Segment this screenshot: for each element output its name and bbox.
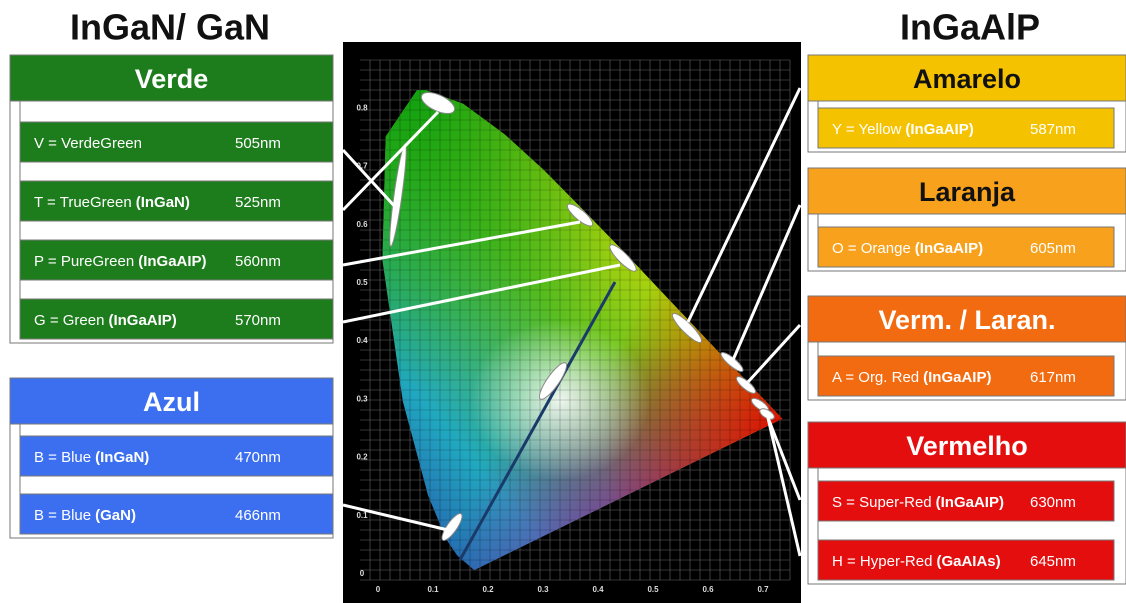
group-title: Amarelo <box>913 64 1021 94</box>
item-label: A = Org. Red <box>832 369 919 386</box>
y-tick-label: 0.7 <box>356 162 368 171</box>
item-box <box>817 107 1115 149</box>
x-tick-label: 0.5 <box>647 585 659 594</box>
item-material: (InGaAIP) <box>936 494 1004 511</box>
group-header <box>9 54 334 102</box>
item-label: S = Super-Red <box>832 494 932 511</box>
item-wavelength: 525nm <box>235 194 281 211</box>
x-tick-label: 0.1 <box>427 585 439 594</box>
item-box <box>817 480 1115 522</box>
item-wavelength: 645nm <box>1030 553 1076 570</box>
y-tick-label: 0.3 <box>356 394 368 403</box>
group-title: Vermelho <box>906 431 1028 461</box>
y-tick-label: 0 <box>360 569 365 578</box>
group-header <box>9 377 334 425</box>
item-label: B = Blue <box>34 507 91 524</box>
item-box <box>19 298 334 340</box>
item-box <box>19 180 334 222</box>
item-material: (InGaAIP) <box>923 369 991 386</box>
item-label: G = Green <box>34 312 104 329</box>
led-ellipse <box>420 91 456 115</box>
item-material: (InGaAIP) <box>138 253 206 270</box>
item-label: V = VerdeGreen <box>34 135 142 152</box>
x-tick-label: 0.6 <box>702 585 714 594</box>
white-point <box>470 320 650 480</box>
item-material: (InGaN) <box>136 194 190 211</box>
right-title: InGaAlP <box>900 7 1040 48</box>
arrow <box>342 503 449 532</box>
item-box <box>817 355 1115 397</box>
led-ellipse <box>538 362 568 400</box>
item-wavelength: 505nm <box>235 135 281 152</box>
y-tick-label: 0.8 <box>356 103 368 112</box>
item-wavelength: 570nm <box>235 312 281 329</box>
y-tick-label: 0.5 <box>356 278 368 287</box>
item-wavelength: 617nm <box>1030 369 1076 386</box>
item-material: (GaAIAs) <box>936 553 1000 570</box>
item-material: (GaN) <box>95 507 136 524</box>
item-label: T = TrueGreen <box>34 194 132 211</box>
group-title: Verm. / Laran. <box>878 305 1055 335</box>
arrow <box>766 417 802 557</box>
y-tick-label: 0.6 <box>356 220 368 229</box>
item-label: Y = Yellow <box>832 121 902 138</box>
led-ellipse <box>441 513 463 541</box>
x-tick-label: 0.3 <box>537 585 549 594</box>
led-ellipse <box>566 203 594 227</box>
item-label: B = Blue <box>34 449 91 466</box>
chromaticity-diagram: 0 0.1 0.2 0.3 0.4 0.5 0.6 0.7 0 0.1 0.2 0.3 0.4 0.5 0.… <box>356 59 791 594</box>
item-material: (InGaAIP) <box>108 312 176 329</box>
item-box <box>817 226 1115 268</box>
arrow <box>686 87 802 323</box>
item-wavelength: 605nm <box>1030 240 1076 257</box>
y-tick-label: 0.4 <box>356 336 368 345</box>
y-tick-label: 0.1 <box>356 511 368 520</box>
item-wavelength: 560nm <box>235 253 281 270</box>
item-box <box>817 539 1115 581</box>
group-header <box>807 54 1126 102</box>
x-tick-label: 0 <box>376 585 381 594</box>
item-label: P = PureGreen <box>34 253 134 270</box>
item-box <box>19 121 334 163</box>
group-header <box>807 295 1126 343</box>
item-material: (InGaAIP) <box>905 121 973 138</box>
item-box <box>19 239 334 281</box>
blue-line <box>458 281 617 561</box>
item-box <box>19 435 334 477</box>
item-label: H = Hyper-Red <box>832 553 932 570</box>
group-title: Azul <box>143 387 200 417</box>
arrow <box>341 110 440 212</box>
item-wavelength: 587nm <box>1030 121 1076 138</box>
item-wavelength: 470nm <box>235 449 281 466</box>
led-ellipse <box>671 312 703 344</box>
left-title: InGaN/ GaN <box>70 7 270 48</box>
group-header <box>807 421 1126 469</box>
led-ellipse <box>389 143 407 247</box>
arrow <box>731 204 802 361</box>
group-title: Laranja <box>919 177 1016 207</box>
item-box <box>19 493 334 535</box>
group-title: Verde <box>135 64 209 94</box>
item-material: (InGaAIP) <box>915 240 983 257</box>
y-tick-label: 0.2 <box>356 453 368 462</box>
x-tick-label: 0.7 <box>757 585 769 594</box>
led-ellipse <box>609 244 637 272</box>
group-header <box>807 167 1126 215</box>
item-label: O = Orange <box>832 240 911 257</box>
x-tick-label: 0.4 <box>592 585 604 594</box>
x-tick-label: 0.2 <box>482 585 494 594</box>
item-material: (InGaN) <box>95 449 149 466</box>
item-wavelength: 630nm <box>1030 494 1076 511</box>
arrow <box>342 220 581 267</box>
item-wavelength: 466nm <box>235 507 281 524</box>
arrow <box>746 323 802 384</box>
arrow <box>342 263 621 324</box>
